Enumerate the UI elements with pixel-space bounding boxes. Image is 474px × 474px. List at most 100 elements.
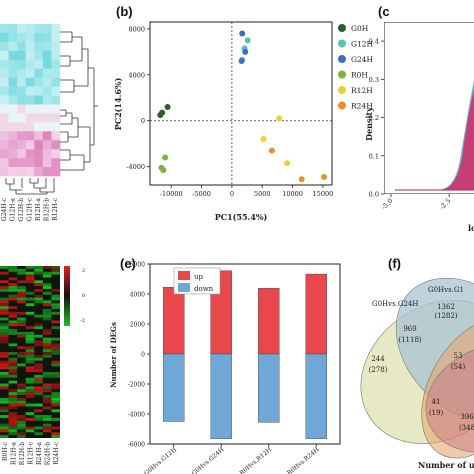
heatmap-top-cell [42, 131, 52, 141]
heatmap-bottom-cell [8, 283, 18, 287]
heatmap-bottom-cell [17, 392, 26, 395]
pca-legend-marker [338, 70, 346, 79]
pca-legend-label: G24H [351, 55, 374, 64]
heatmap-bottom-cell [25, 429, 35, 433]
pca-plot-frame [149, 21, 333, 186]
heatmap-bottom-cell [51, 435, 60, 438]
deg-bars [163, 270, 327, 439]
heatmap-top-cell [17, 167, 27, 177]
heatmap-top-cell [34, 32, 44, 43]
density-y-tick-label: 0.2 [369, 114, 379, 122]
heatmap-bottom-cell [25, 403, 35, 407]
pca-x-axis-label: PC1(55.4%) [215, 212, 268, 222]
heatmap-top-cell [51, 158, 61, 168]
heatmap-bottom-cell [34, 280, 43, 284]
heatmap-bottom-cell [17, 300, 26, 304]
heatmap-bottom-cell [8, 417, 18, 421]
heatmap-bottom-cell [34, 326, 43, 330]
heatmap-bottom-cell [25, 277, 35, 281]
heatmap-bottom-cell [8, 374, 18, 378]
heatmap-top-cell [34, 158, 44, 168]
heatmap-top-sample-label: G12H-a [10, 198, 17, 222]
density-ticks: 0.0 0.1 0.2 0.3 0.4 -5.0 -2.5 [369, 38, 453, 212]
heatmap-bottom-cell [42, 352, 52, 355]
heatmap-bottom-cell [0, 306, 9, 309]
heatmap-top-cell [17, 113, 27, 123]
heatmap-bottom-cell [51, 432, 60, 436]
heatmap-bottom-cell [0, 271, 9, 275]
heatmap-bottom-cell [0, 429, 9, 433]
heatmap-top-cell [42, 59, 52, 70]
venn-count: 53 [454, 352, 463, 360]
heatmap-bottom-cell [25, 377, 35, 381]
heatmap-bottom-cell [8, 415, 18, 418]
heatmap-bottom-cell [34, 323, 43, 327]
density-x-axis-label: lo [468, 223, 474, 233]
heatmap-bottom-cell [8, 288, 18, 292]
heatmap-bottom-cell [34, 403, 43, 407]
heatmap-top-cell [17, 158, 27, 168]
heatmap-bottom-cell [8, 432, 18, 436]
deg-category-label: R0Hvs.R12H [238, 446, 273, 474]
heatmap-top-cell [0, 158, 9, 168]
heatmap-top-cell [8, 24, 18, 34]
pca-x-tick-label: 0 [230, 190, 234, 198]
heatmap-bottom-cell [42, 423, 52, 427]
heatmap-bottom-cell [17, 323, 26, 327]
heatmap-top-cell [0, 50, 9, 61]
heatmap-top-cell [0, 32, 9, 43]
heatmap-bottom-cell [34, 380, 43, 384]
heatmap-top-cell [8, 50, 18, 61]
heatmap-bottom-cell [51, 383, 60, 387]
heatmap-top-cell [25, 140, 35, 150]
pca-legend: G0H G12H G24H R0H R12H R24H [338, 24, 374, 111]
heatmap-top-cell [8, 32, 18, 43]
heatmap-top-cell [51, 68, 61, 78]
heatmap-bottom-cell [42, 343, 52, 347]
heatmap-bottom-cell [17, 294, 26, 298]
heatmap-bottom-cell [8, 329, 18, 332]
pca-point-g0h [157, 111, 164, 118]
venn-set-d [425, 343, 474, 453]
deg-bar-up [163, 287, 185, 355]
heatmap-top-cell [0, 149, 9, 159]
heatmap-top-cell [17, 104, 27, 114]
heatmap-top-cell [8, 77, 18, 87]
heatmap-bottom-cell [25, 340, 35, 344]
heatmap-bottom-cell [8, 294, 18, 298]
venn-count-alt: (348 [459, 424, 474, 432]
heatmap-bottom-cell [51, 297, 60, 301]
heatmap-bottom-cell [8, 343, 18, 347]
heatmap-bottom-cell [17, 432, 26, 436]
heatmap-bottom-cell [8, 277, 18, 281]
heatmap-top-cell [42, 95, 52, 105]
venn-diagram: G0Hvs.G1 G0Hvs.G24H 1362 (1282) 969 (111… [360, 277, 474, 459]
heatmap-top-cell [42, 50, 52, 61]
heatmap-bottom-cell [0, 397, 9, 401]
heatmap-top-sample-label: R12H-a [35, 198, 42, 221]
heatmap-bottom-cell [8, 406, 18, 410]
deg-bar-up [305, 273, 327, 355]
heatmap-bottom-cell [34, 392, 43, 395]
venn-count-alt: (278) [369, 366, 388, 374]
heatmap-bottom-cell [34, 363, 43, 367]
heatmap-bottom-sample-label: R0H-c [2, 441, 9, 461]
density-y-tick-label: 0.0 [369, 191, 379, 199]
heatmap-top-cell [42, 24, 52, 34]
heatmap-bottom-cell [8, 380, 18, 384]
density-x-tick-label: -2.5 [438, 197, 453, 212]
heatmap-bottom-cell [25, 366, 35, 370]
heatmap-bottom-cell [8, 352, 18, 355]
deg-bar-up [258, 288, 280, 355]
heatmap-bottom-cell [42, 383, 52, 387]
heatmap-top-cell [17, 77, 27, 87]
deg-category-label: G0Hvs.G24H [190, 446, 225, 474]
heatmap-bottom-cell [34, 417, 43, 421]
heatmap-top-cell [51, 140, 61, 150]
heatmap-top-cell [8, 86, 18, 96]
heatmap-bottom-cell [8, 363, 18, 367]
heatmap-bottom-cell [25, 349, 35, 352]
heatmap-bottom-cell [0, 286, 9, 289]
pca-point-r12h [276, 115, 283, 122]
